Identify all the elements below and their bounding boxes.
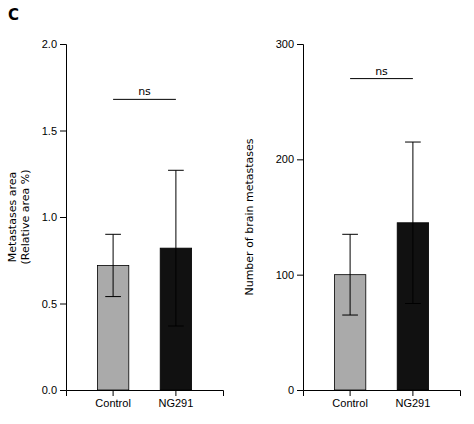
y-tick: 1.5 xyxy=(42,125,66,137)
x-tick-mark xyxy=(113,390,114,396)
x-tick-mark xyxy=(350,390,351,396)
y-tick: 300 xyxy=(276,38,303,50)
y-tick-label: 0 xyxy=(288,384,294,396)
x-axis: Control NG291 xyxy=(304,390,461,409)
x-tick-label: NG291 xyxy=(158,397,193,409)
x-tick: Control xyxy=(95,390,130,409)
y-tick: 0 xyxy=(288,384,303,396)
y-tick-mark xyxy=(60,390,66,391)
x-tick-mark xyxy=(175,390,176,396)
y-axis-line xyxy=(60,45,67,391)
y-tick-mark xyxy=(297,159,303,160)
error-bar-line xyxy=(405,142,421,303)
x-tick-label: Control xyxy=(95,397,130,409)
y-tick-mark xyxy=(60,44,66,45)
y-tick-label: 100 xyxy=(276,269,294,281)
y-tick: 0.5 xyxy=(42,298,66,310)
y-tick-label: 300 xyxy=(276,38,294,50)
error-bar-line xyxy=(168,170,184,326)
bar-chart: 0.0 0.5 1.0 1.5 2.0 Control NG291 Metastases ar… xyxy=(6,38,224,409)
x-axis-line xyxy=(67,391,224,397)
y-tick-label: 0.5 xyxy=(42,298,57,310)
x-tick: NG291 xyxy=(395,390,430,409)
y-tick: 2.0 xyxy=(42,38,66,50)
plot-area xyxy=(334,79,428,390)
y-tick: 0.0 xyxy=(42,384,66,396)
y-axis-title: Metastases area(Relative area %) xyxy=(6,170,32,265)
x-tick: NG291 xyxy=(158,390,193,409)
y-tick: 200 xyxy=(276,153,303,165)
y-tick-mark xyxy=(297,44,303,45)
x-tick-label: Control xyxy=(332,397,367,409)
significance-label: ns xyxy=(375,65,388,78)
plot-area xyxy=(97,99,191,390)
y-tick-label: 0.0 xyxy=(42,384,57,396)
error-bar-line xyxy=(105,234,121,296)
error-bar xyxy=(405,142,421,303)
y-axis-title: Number of brain metastases xyxy=(243,138,256,295)
y-tick-label: 200 xyxy=(276,153,294,165)
error-bar xyxy=(105,234,121,296)
error-bar xyxy=(168,170,184,326)
figure: 0.0 0.5 1.0 1.5 2.0 Control NG291 Metastases ar… xyxy=(0,0,474,424)
x-tick-mark xyxy=(412,390,413,396)
y-tick-mark xyxy=(297,390,303,391)
y-tick: 100 xyxy=(276,269,303,281)
significance-bracket xyxy=(113,99,176,100)
y-tick: 1.0 xyxy=(42,211,66,223)
y-tick-label: 2.0 xyxy=(42,38,57,50)
error-bar xyxy=(342,234,358,315)
significance-bracket xyxy=(350,78,413,79)
y-tick-label: 1.5 xyxy=(42,125,57,137)
y-tick-mark xyxy=(60,304,66,305)
y-tick-mark xyxy=(297,275,303,276)
significance-label: ns xyxy=(138,85,151,98)
y-axis-line xyxy=(297,45,304,391)
bar-chart: 0 100 200 300 Control NG291 Number of brain me… xyxy=(243,38,461,409)
y-tick-mark xyxy=(60,217,66,218)
error-bar-line xyxy=(342,234,358,315)
y-axis: 0 100 200 300 xyxy=(276,38,304,396)
x-tick-label: NG291 xyxy=(395,397,430,409)
x-tick: Control xyxy=(332,390,367,409)
y-axis: 0.0 0.5 1.0 1.5 2.0 xyxy=(42,38,67,396)
panel-label: C xyxy=(8,6,19,24)
x-axis-line xyxy=(304,391,461,397)
y-tick-mark xyxy=(60,131,66,132)
x-axis: Control NG291 xyxy=(67,390,224,409)
y-tick-label: 1.0 xyxy=(42,211,57,223)
